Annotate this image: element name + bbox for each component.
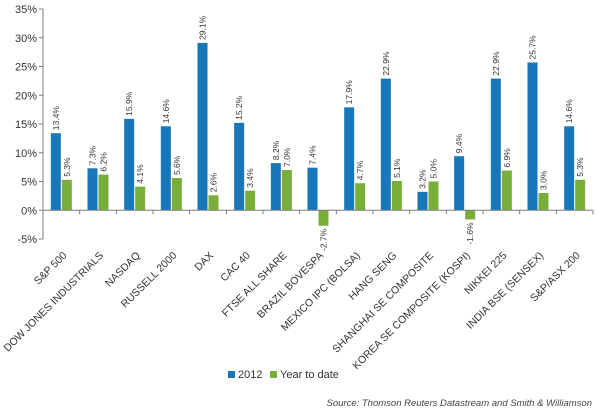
data-label: 6.9%	[502, 148, 512, 168]
x-category-label: FTSE ALL SHARE	[220, 250, 290, 320]
legend: 2012 Year to date	[228, 369, 339, 381]
bar-year-to-date	[318, 210, 329, 226]
y-axis: -5% 0% 5% 10% 15% 20% 25% 30% 35%	[15, 4, 44, 246]
data-label: -1.6%	[465, 222, 475, 245]
y-tick-label: 20%	[15, 90, 37, 102]
data-label: 3.4%	[245, 168, 255, 188]
bar-year-to-date	[98, 174, 109, 211]
data-label: 5.3%	[62, 157, 72, 177]
legend-swatch	[228, 371, 235, 378]
data-labels-group: 13.4% 5.3% 7.3% 6.2% 15.9% 4.1% 14.6% 5.6% 29.1%…	[51, 15, 585, 251]
y-tick-label: -5%	[17, 234, 37, 246]
x-category-label: S&P 500	[32, 250, 70, 288]
data-label: 25.7%	[528, 35, 538, 60]
y-tick-label: 5%	[21, 177, 37, 189]
bars-group	[50, 42, 586, 226]
data-label: 14.6%	[161, 99, 171, 124]
data-label: 3.2%	[418, 169, 428, 189]
data-label: 4.1%	[135, 164, 145, 184]
bar-2012	[527, 62, 538, 211]
data-label: 22.9%	[381, 51, 391, 76]
y-tick-label: 10%	[15, 148, 37, 160]
bar-2012	[50, 133, 61, 211]
data-label: 5.6%	[172, 155, 182, 175]
bar-2012	[307, 167, 318, 211]
data-label: 22.9%	[491, 51, 501, 76]
bar-2012	[380, 78, 391, 211]
bar-year-to-date	[428, 181, 439, 211]
bar-2012	[454, 156, 465, 211]
data-label: 15.2%	[234, 95, 244, 120]
data-label: 7.0%	[282, 147, 292, 167]
legend-label: Year to date	[280, 369, 339, 381]
bar-2012	[124, 118, 135, 211]
y-tick-label: 25%	[15, 62, 37, 74]
bar-2012	[490, 78, 501, 211]
data-label: 29.1%	[198, 15, 208, 40]
data-label: 9.4%	[454, 133, 464, 153]
bar-year-to-date	[355, 183, 366, 211]
y-tick-label: 35%	[15, 4, 37, 16]
data-label: 17.9%	[344, 80, 354, 105]
y-tick-label: 0%	[21, 205, 37, 217]
data-label: 4.7%	[355, 160, 365, 180]
y-tick-label: 15%	[15, 119, 37, 131]
x-category-label: CAC 40	[218, 250, 253, 285]
bar-year-to-date	[538, 193, 549, 211]
x-category-label: DAX	[192, 250, 216, 274]
bar-year-to-date	[391, 180, 402, 211]
bar-year-to-date	[575, 179, 586, 211]
source-note: Source: Thomson Reuters Datastream and S…	[327, 398, 593, 409]
data-label: 13.4%	[51, 106, 61, 131]
bar-year-to-date	[61, 179, 72, 211]
bar-year-to-date	[245, 190, 256, 211]
bar-2012	[270, 163, 281, 211]
data-label: 6.2%	[99, 152, 109, 172]
bar-2012	[344, 107, 355, 211]
data-label: 5.0%	[429, 159, 439, 179]
legend-label: 2012	[238, 369, 262, 381]
data-label: 8.2%	[271, 140, 281, 160]
data-label: 5.1%	[392, 158, 402, 178]
bar-year-to-date	[465, 210, 476, 220]
bar-2012	[160, 126, 171, 211]
bar-year-to-date	[281, 170, 292, 211]
bar-2012	[417, 191, 428, 211]
data-label: 15.9%	[124, 91, 134, 116]
bar-year-to-date	[135, 186, 146, 211]
bar-2012	[87, 168, 98, 211]
bar-2012	[234, 122, 245, 211]
y-tick-label: 30%	[15, 33, 37, 45]
data-label: 7.3%	[88, 145, 98, 165]
bar-year-to-date	[501, 170, 512, 211]
legend-swatch	[270, 371, 277, 378]
bar-2012	[197, 42, 208, 211]
data-label: 7.4%	[308, 145, 318, 165]
bar-2012	[564, 126, 575, 211]
data-label: 5.3%	[575, 157, 585, 177]
data-label: 14.6%	[564, 99, 574, 124]
data-label: 3.0%	[539, 170, 549, 190]
bar-year-to-date	[171, 178, 182, 211]
data-label: -2.7%	[319, 228, 329, 251]
data-label: 2.6%	[209, 172, 219, 192]
bar-year-to-date	[208, 195, 219, 211]
x-category-label: BRAZIL BOVESPA	[255, 250, 326, 321]
